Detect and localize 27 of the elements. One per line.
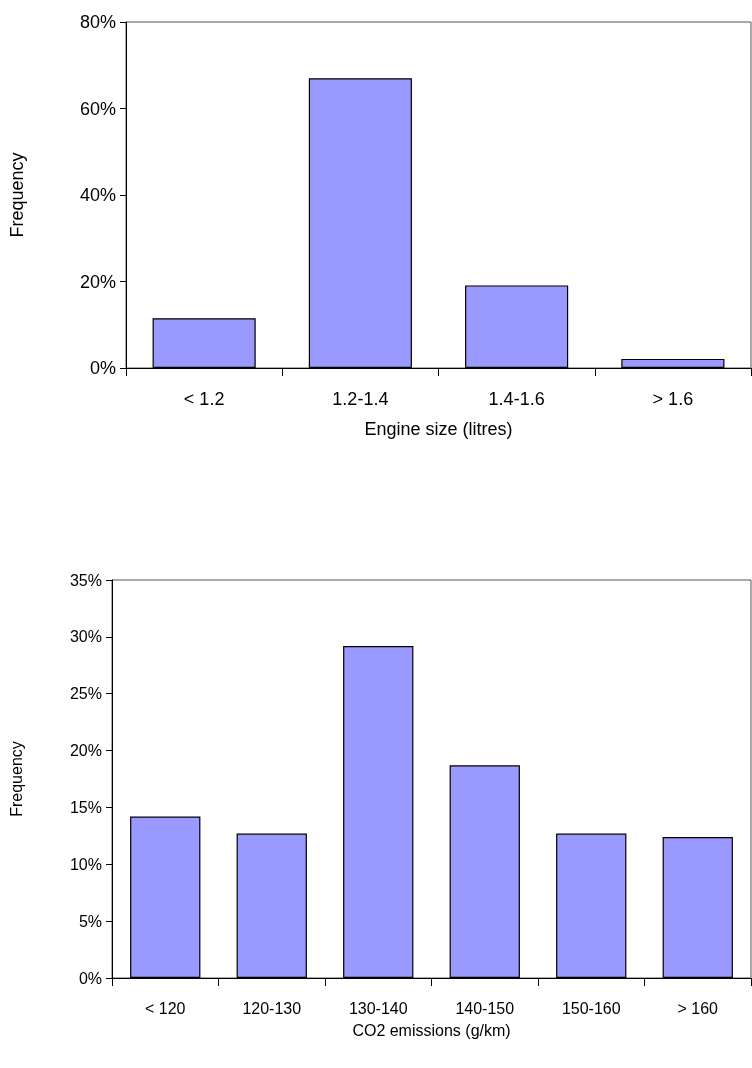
x-tick-label: > 1.6 xyxy=(652,389,694,409)
y-axis-title: Frequency xyxy=(7,741,25,817)
x-tick-label: < 1.2 xyxy=(183,389,225,409)
x-axis-title: Engine size (litres) xyxy=(364,419,513,439)
y-tick-label: 20% xyxy=(79,271,116,292)
x-tick-label: 150-160 xyxy=(561,999,621,1017)
x-tick-label: < 120 xyxy=(145,999,186,1017)
y-tick-label: 40% xyxy=(79,185,116,205)
x-tick-label: > 160 xyxy=(677,999,719,1017)
y-tick-label: 10% xyxy=(69,855,102,873)
x-tick-label: 140-150 xyxy=(455,999,515,1017)
y-axis-title: Frequency xyxy=(7,152,27,238)
y-tick-label: 5% xyxy=(78,912,102,930)
x-axis-title: CO2 emissions (g/km) xyxy=(352,1021,511,1039)
y-tick-label: 25% xyxy=(69,685,102,703)
x-tick-label: 120-130 xyxy=(242,999,302,1017)
y-tick-label: 20% xyxy=(69,742,102,760)
x-tick-label: 1.4-1.6 xyxy=(488,389,545,409)
y-tick-label: 15% xyxy=(69,798,102,816)
y-tick-label: 0% xyxy=(89,358,116,378)
x-tick-label: 130-140 xyxy=(348,999,408,1017)
y-tick-label: 80% xyxy=(79,12,116,32)
y-tick-label: 35% xyxy=(69,571,102,589)
y-tick-label: 0% xyxy=(78,969,102,987)
y-tick-label: 30% xyxy=(69,628,102,646)
y-tick-label: 60% xyxy=(79,98,116,119)
x-tick-label: 1.2-1.4 xyxy=(332,389,389,409)
